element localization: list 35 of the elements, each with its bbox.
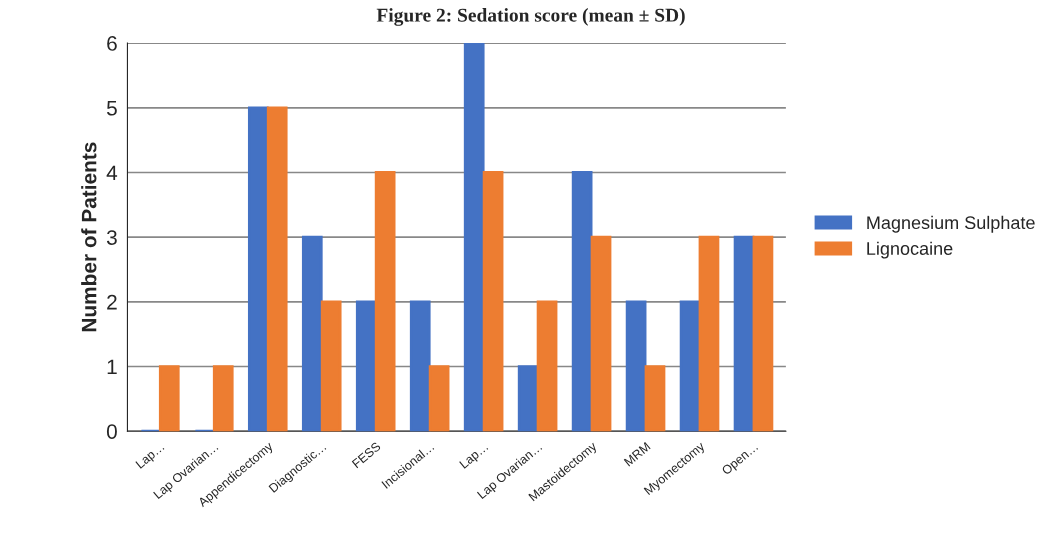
bar (463, 43, 485, 432)
legend-label: Lignocaine (867, 241, 953, 259)
bar (590, 235, 612, 432)
bar (733, 235, 755, 432)
bar (752, 235, 774, 432)
bar (158, 365, 180, 432)
bar (320, 300, 342, 432)
bar (428, 365, 450, 432)
y-axis-title: Number of Patients (81, 142, 97, 332)
bar (517, 365, 539, 432)
bar (301, 235, 323, 432)
bar (355, 300, 377, 432)
bar (266, 106, 288, 432)
bar (212, 365, 234, 432)
x-tick-label: Lap… (459, 442, 490, 471)
y-tick-label: 5 (106, 101, 117, 116)
y-tick-label: 2 (107, 294, 117, 310)
bar (625, 300, 647, 432)
bar (644, 365, 666, 432)
y-tick-label: 3 (106, 230, 117, 245)
bar (571, 171, 593, 432)
y-tick-label: 1 (107, 359, 117, 375)
bar (536, 300, 558, 432)
bar (409, 300, 431, 432)
chart-title: Figure 2: Sedation score (mean ± SD) (376, 8, 685, 26)
y-tick-label: 4 (106, 165, 118, 181)
bar (679, 300, 701, 432)
bar (374, 171, 396, 432)
y-tick-label: 0 (106, 424, 117, 439)
x-tick-label: Lap… (135, 442, 167, 471)
legend-label: Magnesium Sulphate (867, 215, 1035, 233)
y-tick-label: 6 (107, 36, 117, 51)
bar (698, 235, 720, 432)
bar (247, 106, 269, 432)
bar (482, 171, 504, 432)
